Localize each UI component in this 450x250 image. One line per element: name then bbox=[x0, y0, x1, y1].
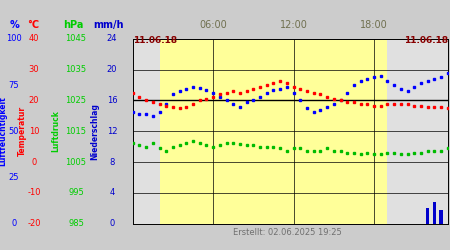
Text: 30: 30 bbox=[29, 65, 39, 74]
Text: 0: 0 bbox=[109, 219, 115, 228]
Text: 20: 20 bbox=[29, 96, 39, 105]
Bar bbox=[133, 39, 160, 224]
Text: Temperatur: Temperatur bbox=[18, 106, 27, 156]
Text: 4: 4 bbox=[109, 188, 115, 198]
Text: 16: 16 bbox=[107, 96, 117, 105]
Bar bbox=[439, 210, 443, 224]
Text: %: % bbox=[9, 20, 19, 30]
Text: 75: 75 bbox=[9, 80, 19, 90]
Text: 1045: 1045 bbox=[66, 34, 86, 43]
Text: 1005: 1005 bbox=[66, 158, 86, 166]
Text: 0: 0 bbox=[11, 219, 17, 228]
Text: 25: 25 bbox=[9, 173, 19, 182]
Text: Erstellt: 02.06.2025 19:25: Erstellt: 02.06.2025 19:25 bbox=[233, 228, 341, 237]
Text: 1015: 1015 bbox=[66, 127, 86, 136]
Text: -10: -10 bbox=[27, 188, 41, 198]
Text: 40: 40 bbox=[29, 34, 39, 43]
Bar bbox=[387, 39, 448, 224]
Text: °C: °C bbox=[27, 20, 39, 30]
Bar bbox=[432, 202, 436, 224]
Bar bbox=[426, 208, 429, 224]
Text: 0: 0 bbox=[32, 158, 36, 166]
Text: 50: 50 bbox=[9, 127, 19, 136]
Text: hPa: hPa bbox=[63, 20, 83, 30]
Text: mm/h: mm/h bbox=[93, 20, 123, 30]
Text: 10: 10 bbox=[29, 127, 39, 136]
Bar bbox=[160, 39, 387, 224]
Text: 985: 985 bbox=[68, 219, 84, 228]
Text: 20: 20 bbox=[107, 65, 117, 74]
Text: 8: 8 bbox=[109, 158, 115, 166]
Text: 12:00: 12:00 bbox=[279, 20, 307, 30]
Text: 06:00: 06:00 bbox=[199, 20, 227, 30]
Text: 100: 100 bbox=[6, 34, 22, 43]
Text: 18:00: 18:00 bbox=[360, 20, 388, 30]
Text: Niederschlag: Niederschlag bbox=[90, 103, 99, 160]
Text: Luftfeuchtigkeit: Luftfeuchtigkeit bbox=[0, 96, 8, 166]
Text: 1025: 1025 bbox=[66, 96, 86, 105]
Text: 11.06.18: 11.06.18 bbox=[133, 36, 177, 45]
Text: 11.06.18: 11.06.18 bbox=[404, 36, 448, 45]
Text: Luftdruck: Luftdruck bbox=[51, 110, 60, 152]
Text: 24: 24 bbox=[107, 34, 117, 43]
Text: 995: 995 bbox=[68, 188, 84, 198]
Text: 12: 12 bbox=[107, 127, 117, 136]
Text: 1035: 1035 bbox=[65, 65, 86, 74]
Text: -20: -20 bbox=[27, 219, 41, 228]
